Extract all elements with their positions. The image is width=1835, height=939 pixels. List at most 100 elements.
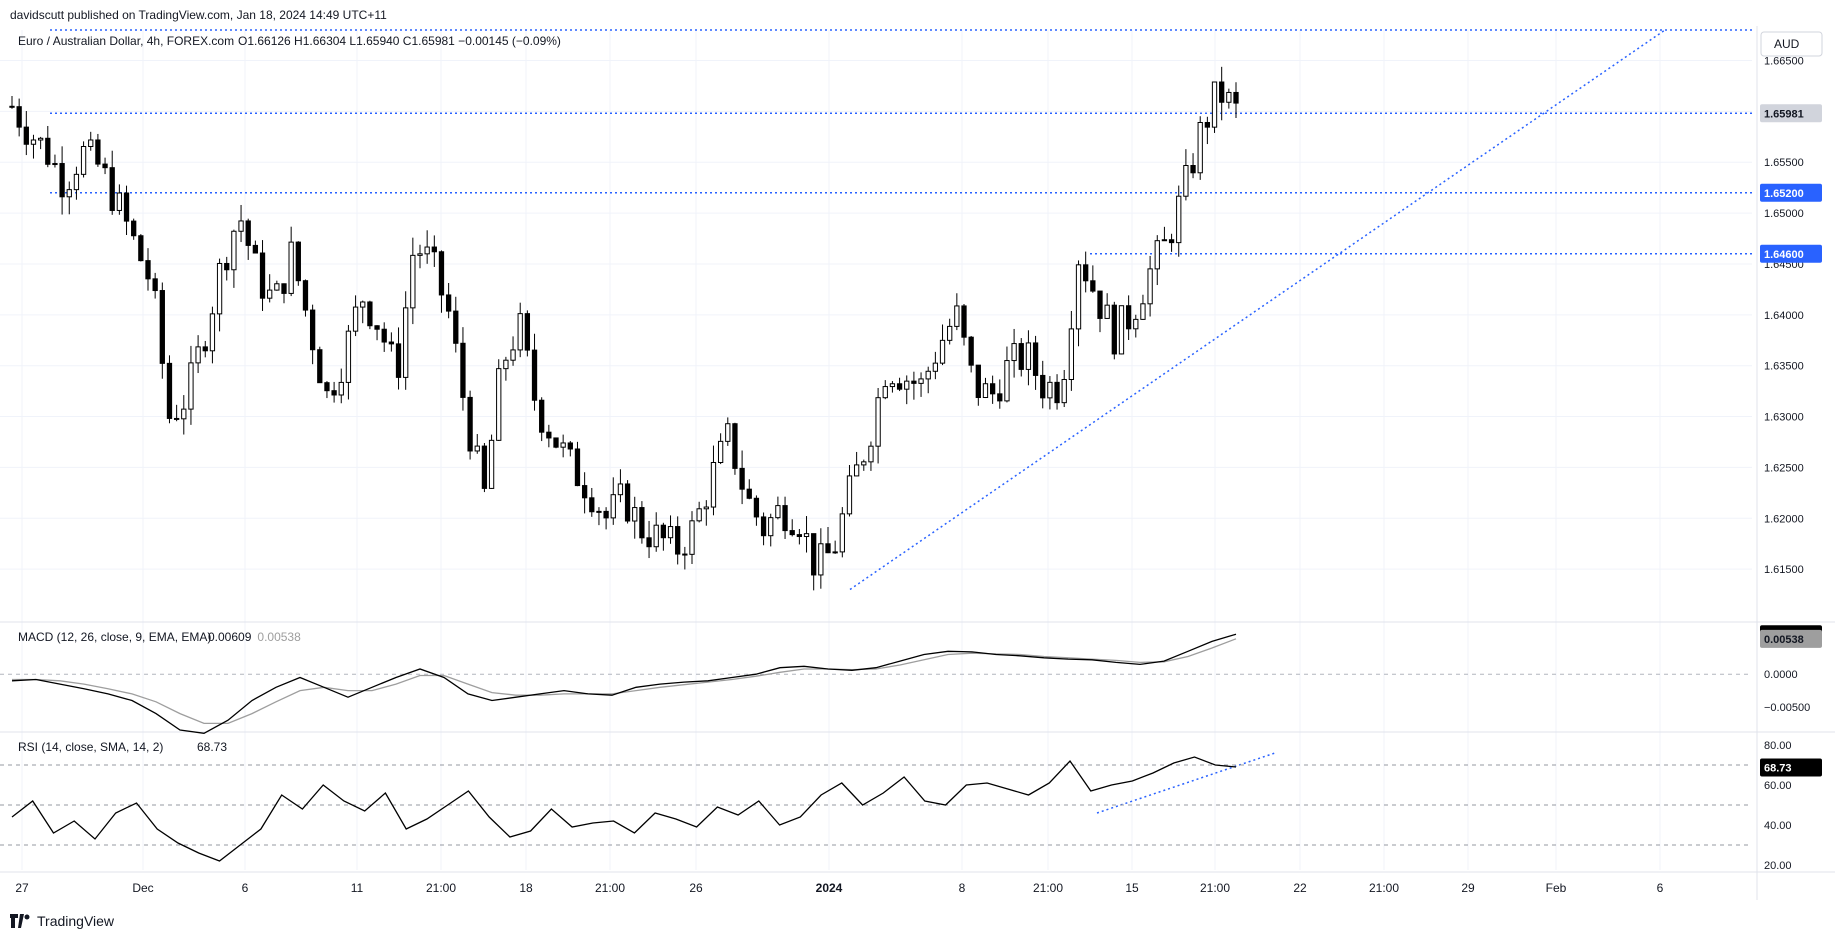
candle-body (445, 294, 452, 312)
time-tick-17: 6 (1657, 881, 1664, 895)
candle-body (138, 235, 144, 262)
candle-body (331, 390, 337, 396)
last-price-label: 1.65981 (1764, 108, 1804, 120)
time-tick-10: 21:00 (1033, 881, 1063, 895)
price-tick-9: 1.62000 (1764, 513, 1804, 525)
candle-body (1018, 343, 1024, 370)
candle-body (238, 220, 244, 232)
level-label-1-bg (1760, 183, 1822, 202)
price-axis[interactable]: 1.665001.660001.655001.650001.645001.640… (1760, 56, 1822, 872)
candle-body (166, 362, 173, 419)
candle-body (374, 325, 380, 330)
candle-body (1118, 305, 1125, 355)
rsi-tick-0: 80.00 (1764, 740, 1792, 752)
candle-body (1075, 264, 1082, 330)
candle-body (295, 241, 301, 282)
candle-body (904, 380, 910, 390)
candle-body (911, 380, 917, 384)
price-tick-10: 1.61500 (1764, 564, 1804, 576)
candle-body (195, 346, 201, 364)
candle-body (1140, 303, 1146, 320)
candle-body (617, 483, 624, 496)
candle-body (782, 505, 788, 532)
candle-body (689, 520, 695, 555)
candle-body (696, 508, 702, 522)
candle-body (839, 513, 845, 553)
candle-body (345, 330, 352, 383)
candle-body (596, 510, 602, 513)
candle-body (1133, 318, 1139, 330)
candle-body (961, 305, 967, 338)
time-tick-9: 8 (959, 881, 966, 895)
candle-body (474, 445, 480, 452)
currency-button[interactable] (1760, 31, 1823, 57)
tradingview-logo[interactable]: TradingView (10, 913, 114, 929)
time-tick-7: 26 (689, 881, 703, 895)
candle-body (259, 252, 266, 299)
candle-body (302, 280, 309, 311)
level-label-2-bg (1760, 244, 1822, 263)
candle-body (23, 126, 29, 145)
rsi-value-label: 68.73 (1764, 763, 1792, 775)
candle-body (338, 381, 344, 396)
candle-body (37, 137, 44, 141)
candle-body (589, 497, 595, 513)
candle-body (574, 448, 581, 487)
candle-body (789, 530, 795, 536)
candle-body (395, 343, 402, 378)
candle-body (739, 467, 745, 490)
time-axis[interactable]: 27 Dec 6 11 21:00 18 21:00 26 2024 8 21:00 15 21:00 2… (15, 881, 1663, 895)
header-ohlc: O1.66126 H1.66304 L1.65940 C1.65981 −0.0… (238, 34, 561, 48)
candle-body (424, 246, 430, 255)
candle-body (1176, 195, 1182, 244)
candle-body (832, 551, 838, 554)
candle-body (73, 173, 80, 191)
candle-body (317, 349, 323, 384)
candle-body (231, 230, 237, 271)
candle-body (746, 488, 752, 499)
candle-body (188, 362, 194, 410)
candle-body (431, 246, 437, 253)
pane-separators (0, 26, 1835, 900)
candle-body (560, 442, 566, 448)
candle-body (309, 309, 316, 351)
candle-body (889, 383, 896, 388)
candle-body (360, 301, 366, 308)
candle-body (975, 364, 981, 399)
candle-body (624, 483, 631, 522)
candle-body (875, 397, 881, 447)
candle-body (1061, 378, 1067, 404)
header-symbol[interactable]: Euro / Australian Dollar, 4h, FOREX.com (18, 34, 234, 48)
currency-label: AUD (1774, 37, 1800, 51)
candle-body (209, 313, 216, 352)
price-tick-8: 1.62500 (1764, 462, 1804, 474)
candle-body (553, 437, 559, 448)
candle-body (660, 524, 667, 539)
time-tick-3: 11 (351, 881, 364, 895)
candle-body (1197, 121, 1203, 174)
macd-tick-0: 0.0000 (1764, 669, 1798, 681)
candle-body (116, 192, 123, 211)
signal-value-label: 0.00538 (1764, 634, 1804, 646)
candle-body (524, 313, 531, 351)
candle-body (932, 362, 939, 372)
candle-body (460, 342, 466, 398)
candle-body (1104, 304, 1110, 319)
candle-body (1025, 342, 1032, 370)
candle-body (1032, 342, 1039, 376)
time-tick-15: 29 (1461, 881, 1475, 895)
candle-body (281, 283, 287, 294)
candle-body (131, 220, 137, 237)
candle-body (352, 306, 359, 332)
price-tick-5: 1.64000 (1764, 310, 1804, 322)
time-tick-4: 21:00 (426, 881, 456, 895)
tradingview-logo-icon (10, 914, 30, 928)
candle-body (145, 260, 151, 280)
price-tick-2: 1.65500 (1764, 157, 1804, 169)
candle-body (252, 244, 259, 254)
rsi-pane (0, 756, 1752, 862)
candle-body (288, 241, 294, 294)
candlestick-series (9, 66, 1239, 591)
candle-body (202, 346, 208, 352)
candle-body (1204, 121, 1211, 128)
